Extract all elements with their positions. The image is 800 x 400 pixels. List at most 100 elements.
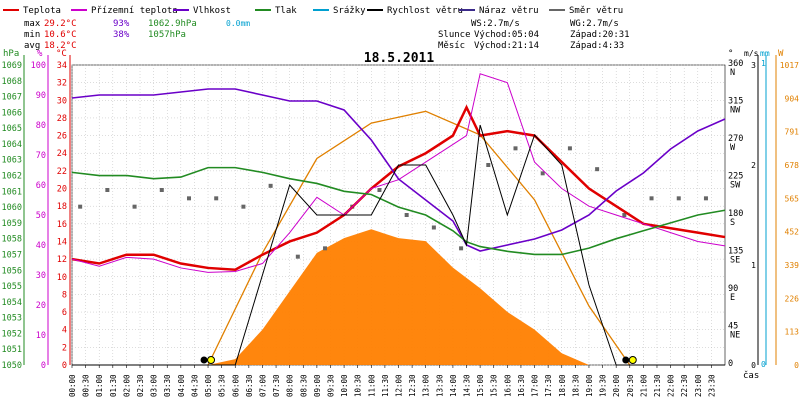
x-tick-label: 16:30 <box>517 374 526 397</box>
pct-tick-label: 50 <box>36 211 46 221</box>
x-tick-label: 08:30 <box>299 374 308 397</box>
dir-tick-label: 180 <box>728 209 743 219</box>
pct-tick-label: 30 <box>36 271 46 281</box>
wind-direction-point <box>676 196 681 201</box>
x-tick-label: 05:00 <box>204 374 213 397</box>
degc-tick-label: 28 <box>57 114 67 124</box>
solar-radiation-area <box>208 229 589 365</box>
stats-max-press: 1062.9hPa <box>148 19 197 29</box>
mm-tick-label: 0 <box>761 360 766 369</box>
x-tick-label: 13:30 <box>435 374 444 397</box>
chart-title: 18.5.2011 <box>364 51 435 66</box>
stats-min-temp: 10.6°C <box>44 30 77 40</box>
hpa-tick-label: 1051 <box>2 345 22 355</box>
wind-direction-point <box>595 167 600 172</box>
x-tick-label: 02:00 <box>122 374 131 397</box>
x-tick-label: 06:00 <box>231 374 240 397</box>
stats-max-temp: 29.2°C <box>44 19 77 29</box>
sun-marker <box>628 356 637 364</box>
degc-tick-label: 26 <box>57 132 67 142</box>
ms-tick-label: 1 <box>751 261 756 270</box>
wm-tick-label: 113 <box>785 328 800 337</box>
moon-set: Západ:4:33 <box>570 41 624 51</box>
pct-tick-label: 70 <box>36 151 46 161</box>
x-tick-label: 15:00 <box>476 374 485 397</box>
sun-label: Slunce <box>438 30 471 40</box>
stats-max-hum: 93% <box>113 19 130 29</box>
mm-tick-label: 1 <box>761 59 766 68</box>
hpa-tick-label: 1053 <box>2 314 22 324</box>
series-line-0 <box>71 104 726 271</box>
degc-tick-label: 8 <box>62 290 67 300</box>
degc-tick-label: 2 <box>62 343 67 353</box>
pct-tick-label: 100 <box>31 61 46 71</box>
series-line-2 <box>71 88 726 252</box>
degc-tick-label: 34 <box>57 61 67 71</box>
x-tick-label: 12:30 <box>408 374 417 397</box>
x-tick-label: 20:00 <box>612 374 621 397</box>
dir-compass-label: SE <box>730 256 740 266</box>
x-tick-label: 19:30 <box>599 374 608 397</box>
x-tick-label: 19:00 <box>585 374 594 397</box>
sun-marker <box>207 356 216 364</box>
wind-direction-point <box>323 246 328 251</box>
hpa-tick-label: 1054 <box>2 298 22 308</box>
dir-compass-label: SW <box>730 181 741 191</box>
hpa-tick-label: 1064 <box>2 140 22 150</box>
x-tick-label: 18:30 <box>571 374 580 397</box>
stats-avg-label: avg <box>24 41 40 51</box>
x-tick-label: 21:00 <box>639 374 648 397</box>
wind-direction-point <box>241 204 246 209</box>
x-tick-label: 03:30 <box>163 374 172 397</box>
ms-unit: m/s <box>744 49 759 58</box>
x-tick-label: 10:30 <box>354 374 363 397</box>
x-tick-label: 14:30 <box>463 374 472 397</box>
stats-panel: max 29.2°C 93% 1062.9hPa 0.0mm min 10.6°… <box>24 19 630 51</box>
legend: Teplota Přízemní teplota Vlhkost Tlak Srážky… <box>3 6 623 16</box>
dir-tick-label: 0 <box>728 359 733 369</box>
wind-direction-point <box>295 254 300 259</box>
degc-tick-label: 32 <box>57 79 67 89</box>
degc-tick-label: 30 <box>57 96 67 106</box>
pct-tick-label: 40 <box>36 241 46 251</box>
mm-unit: mm <box>760 49 770 58</box>
hpa-tick-label: 1057 <box>2 250 22 260</box>
sun-set: Západ:20:31 <box>570 30 630 40</box>
dir-compass-label: E <box>730 293 735 303</box>
moon-marker <box>200 356 208 364</box>
x-tick-label: 22:30 <box>680 374 689 397</box>
ms-tick-label: 3 <box>751 61 756 70</box>
wind-direction-point <box>78 204 83 209</box>
x-tick-label: 09:30 <box>326 374 335 397</box>
hpa-tick-label: 1067 <box>2 93 22 103</box>
degc-tick-label: 14 <box>57 237 67 247</box>
wind-direction-point <box>649 196 654 201</box>
wm-tick-label: 0 <box>794 361 799 370</box>
x-tick-label: 01:00 <box>95 374 104 397</box>
hpa-tick-label: 1061 <box>2 187 22 197</box>
dir-compass-label: NW <box>730 106 741 116</box>
degc-tick-label: 22 <box>57 167 67 177</box>
x-tick-label: 02:30 <box>136 374 145 397</box>
x-tick-label: 16:00 <box>503 374 512 397</box>
wind-direction-point <box>132 204 137 209</box>
dir-tick-label: 135 <box>728 247 743 257</box>
x-tick-label: 14:00 <box>449 374 458 397</box>
wind-direction-point <box>513 146 518 151</box>
degc-tick-label: 18 <box>57 202 67 212</box>
hpa-tick-label: 1059 <box>2 219 22 229</box>
x-tick-label: 08:00 <box>286 374 295 397</box>
x-tick-label: 00:00 <box>68 374 77 397</box>
series-line-1 <box>71 73 726 273</box>
wind-direction-point <box>377 188 382 192</box>
hpa-tick-label: 1058 <box>2 235 22 245</box>
degc-tick-label: 20 <box>57 185 67 195</box>
hpa-tick-label: 1052 <box>2 329 22 339</box>
hpa-unit: hPa <box>3 49 19 59</box>
stats-avg-temp: 18.2°C <box>44 41 77 51</box>
pct-unit: % <box>37 49 43 59</box>
series-line-3 <box>71 166 726 256</box>
x-tick-label: 13:00 <box>422 374 431 397</box>
hpa-tick-label: 1055 <box>2 282 22 292</box>
